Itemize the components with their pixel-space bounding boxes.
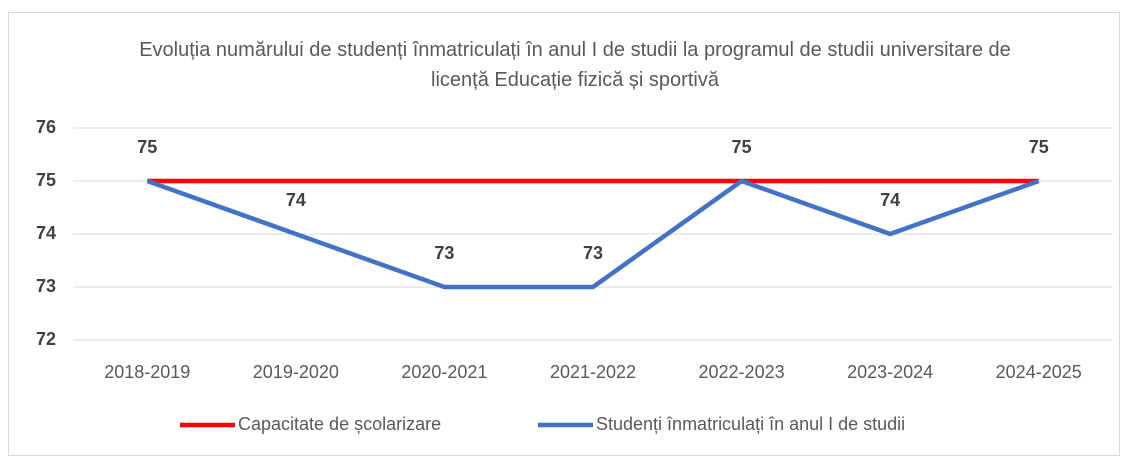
x-tick-label: 2023-2024 [847,362,933,382]
y-tick-label: 72 [36,329,56,349]
y-tick-label: 74 [36,223,56,243]
data-label: 74 [286,190,306,210]
series-line [146,178,1040,290]
legend-label: Capacitate de școlarizare [238,414,441,434]
legend-label: Studenți înmatriculați în anul I de stud… [596,414,905,434]
chart-frame [8,12,1120,456]
y-tick-label: 76 [36,117,56,137]
chart-title: Evoluția numărului de studenți înmatricu… [139,39,1011,91]
y-tick-label: 75 [36,170,56,190]
x-tick-label: 2024-2025 [996,362,1082,382]
data-label: 75 [732,137,752,157]
x-tick-label: 2021-2022 [550,362,636,382]
y-tick-label: 73 [36,276,56,296]
data-label: 73 [583,243,603,263]
x-tick-label: 2020-2021 [401,362,487,382]
x-tick-label: 2018-2019 [104,362,190,382]
data-label: 73 [434,243,454,263]
data-label: 75 [137,137,157,157]
data-label: 75 [1029,137,1049,157]
data-label: 74 [880,190,900,210]
x-tick-label: 2019-2020 [253,362,339,382]
x-tick-label: 2022-2023 [699,362,785,382]
